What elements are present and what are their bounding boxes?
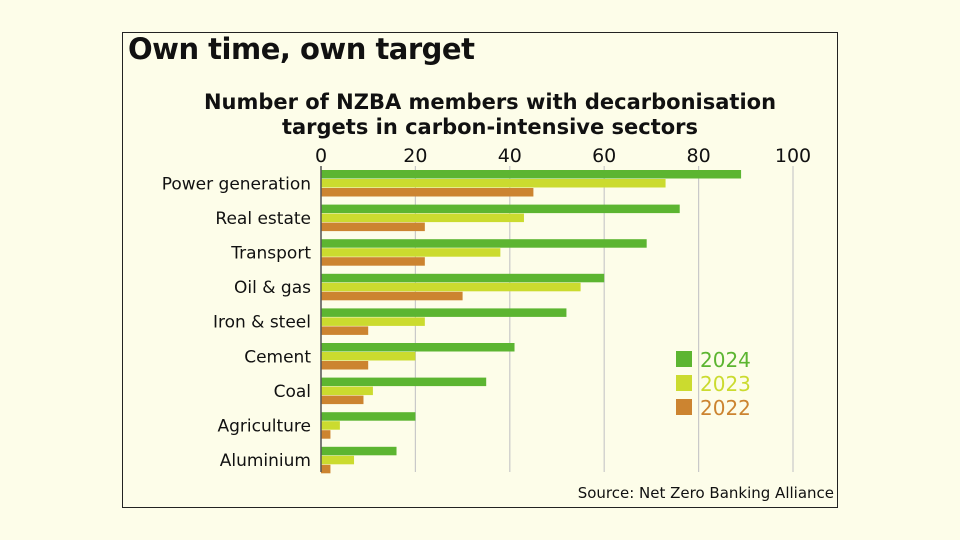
- legend-label-2024: 2024: [700, 348, 751, 372]
- bar-2022: [321, 326, 369, 335]
- x-tick-label: 60: [592, 145, 616, 167]
- headline: Own time, own target: [128, 32, 475, 66]
- bar-2023: [321, 179, 666, 188]
- category-label: Agriculture: [218, 416, 312, 436]
- x-tick-label: 80: [687, 145, 711, 167]
- legend-label-2023: 2023: [700, 372, 751, 396]
- category-label: Transport: [230, 243, 311, 263]
- bar-2024: [321, 170, 742, 179]
- bar-2023: [321, 455, 355, 465]
- bar-2023: [321, 352, 416, 361]
- bar-2023: [321, 421, 340, 430]
- bar-2024: [321, 239, 647, 248]
- legend-label-2022: 2022: [700, 396, 751, 420]
- bar-2023: [321, 248, 501, 257]
- x-tick-label: 0: [315, 145, 327, 167]
- x-tick-label: 40: [498, 145, 522, 167]
- bar-2023: [321, 386, 373, 396]
- bar-2024: [321, 412, 416, 421]
- bar-2022: [321, 464, 331, 474]
- bar-2024: [321, 204, 680, 214]
- category-label: Real estate: [215, 209, 311, 229]
- bar-2022: [321, 222, 425, 232]
- category-label: Aluminium: [220, 451, 311, 471]
- bar-2022: [321, 188, 534, 197]
- bar-2024: [321, 343, 515, 352]
- bar-2024: [321, 446, 397, 456]
- legend-swatch-2023: [676, 375, 692, 391]
- legend-swatch-2024: [676, 351, 692, 367]
- bar-2023: [321, 213, 524, 223]
- x-tick-label: 20: [403, 145, 427, 167]
- legend-swatch-2022: [676, 399, 692, 415]
- x-tick-label: 100: [775, 145, 811, 167]
- bar-2022: [321, 291, 463, 301]
- category-label: Iron & steel: [213, 313, 311, 333]
- category-label: Coal: [274, 382, 311, 402]
- bar-2022: [321, 430, 331, 439]
- category-label: Oil & gas: [234, 278, 311, 298]
- bar-2024: [321, 273, 605, 283]
- chart-frame: [122, 32, 838, 508]
- bar-2023: [321, 317, 425, 326]
- bar-2022: [321, 361, 369, 370]
- chart-title-line-1: Number of NZBA members with decarbonisat…: [203, 90, 777, 114]
- bar-2022: [321, 395, 364, 405]
- bar-2024: [321, 377, 487, 387]
- bar-2022: [321, 257, 425, 266]
- category-label: Cement: [244, 347, 311, 367]
- bar-2023: [321, 282, 581, 292]
- source-note: Source: Net Zero Banking Alliance: [577, 484, 834, 502]
- chart-title-line-2: targets in carbon-intensive sectors: [281, 115, 699, 139]
- bar-2024: [321, 308, 567, 317]
- category-label: Power generation: [162, 174, 311, 194]
